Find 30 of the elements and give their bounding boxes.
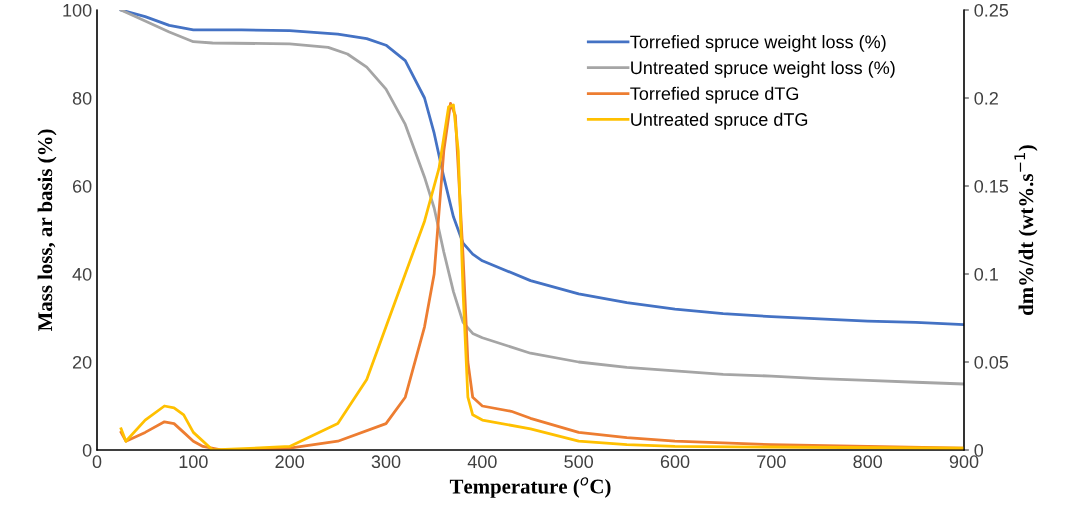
x-tick-label: 400 [467, 455, 497, 469]
y-tick-label: 100 [63, 3, 92, 17]
y2-tick-label: 0 [974, 443, 984, 457]
line-series [119, 10, 964, 386]
y-tick-label: 60 [72, 179, 92, 193]
x-tick-label: 100 [179, 455, 208, 469]
y-axis-title: Mass loss, ar basis (%) [37, 129, 57, 332]
legend-label: Untreated spruce dTG [631, 112, 808, 130]
x-tick-label: 700 [757, 455, 786, 469]
x-tick-label: 0 [92, 455, 102, 469]
y2-tick-label: 0.15 [974, 179, 1009, 193]
legend-label: Torrefied spruce weight loss (%) [630, 35, 886, 52]
x-tick-label: 300 [371, 455, 401, 469]
y-tick-label: 20 [72, 355, 92, 369]
y2-tick-label: 0.2 [974, 91, 998, 105]
x-tick-label: 800 [853, 455, 883, 469]
x-tick-label: 600 [660, 455, 690, 469]
y-tick-label: 40 [72, 267, 92, 281]
x-tick-label: 200 [275, 455, 305, 469]
y-tick-label: 0 [82, 443, 92, 457]
y-tick-label: 80 [72, 91, 92, 105]
legend-label: Untreated spruce weight loss (%) [631, 60, 895, 78]
legend-label: Torrefied spruce dTG [630, 86, 799, 104]
y2-tick-label: 0.1 [974, 267, 998, 281]
x-tick-label: 500 [564, 455, 594, 469]
y2-tick-label: 0.05 [974, 355, 1009, 369]
y2-tick-label: 0.25 [974, 3, 1009, 17]
x-tick-label: 900 [949, 455, 979, 469]
x-axis-title: Temperature ($^{o}$C) [449, 477, 611, 498]
y2-axis-title: dm%/dt (wt%.s$^{−1}$) [1014, 145, 1038, 315]
